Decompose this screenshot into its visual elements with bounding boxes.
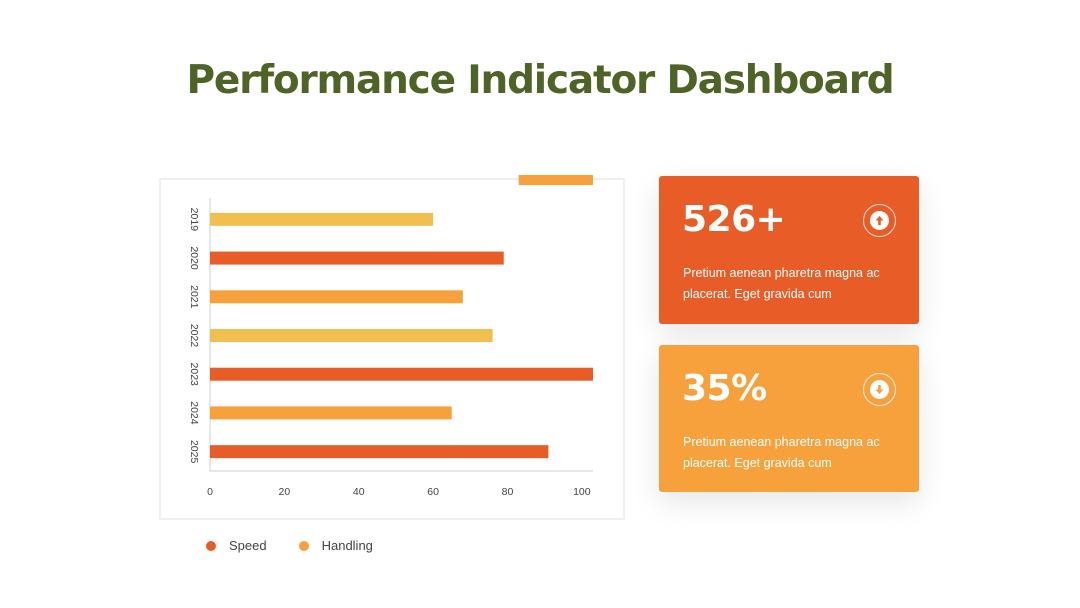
- arrow-down-icon: [863, 373, 896, 406]
- legend-item-speed: Speed: [206, 538, 267, 553]
- chart-legend: Speed Handling: [206, 538, 405, 553]
- stat-card-1-value: 526+: [682, 199, 786, 240]
- stat-card-2-value: 35%: [682, 368, 767, 409]
- stat-card-2-text: Pretium aenean pharetra magna ac placera…: [683, 435, 880, 470]
- legend-dot-handling: [298, 540, 309, 551]
- bar-chart: 2019 2020 2021 2022 2023 2024 2025 0 20 40 60 80 100: [159, 175, 625, 520]
- bar-2020: [210, 251, 504, 265]
- x-tick-label-80: 80: [502, 486, 514, 498]
- stat-card-1: 526+ Pretium aenean pharetra magna ac pl…: [659, 176, 919, 324]
- legend-label-handling: Handling: [321, 538, 373, 553]
- stat-card-2: 35% Pretium aenean pharetra magna ac pla…: [659, 345, 919, 492]
- arrow-up-icon: [863, 204, 896, 237]
- legend-label-speed: Speed: [229, 538, 267, 553]
- x-tick-label-0: 0: [207, 486, 213, 498]
- x-tick-label-100: 100: [573, 486, 591, 498]
- legend-item-handling: Handling: [298, 538, 373, 553]
- x-tick-label-60: 60: [427, 486, 439, 498]
- bar-2024: [210, 406, 452, 420]
- y-tick-label-2020: 2020: [188, 246, 200, 270]
- legend-dot-speed: [206, 540, 216, 551]
- stat-card-1-text: Pretium aenean pharetra magna ac placera…: [683, 266, 880, 301]
- bar-top-partial: [518, 175, 593, 185]
- bar-2019: [210, 212, 434, 226]
- page-title: Performance Indicator Dashboard: [186, 58, 894, 103]
- bar-2023: [210, 367, 593, 381]
- y-tick-label-2023: 2023: [188, 363, 200, 387]
- x-tick-label-20: 20: [279, 486, 291, 498]
- y-tick-label-2019: 2019: [188, 208, 200, 232]
- y-tick-label-2024: 2024: [188, 401, 200, 425]
- bar-2025: [210, 445, 549, 459]
- chart-svg: 2019 2020 2021 2022 2023 2024 2025 0 20 40 60 80 100: [188, 175, 593, 498]
- y-tick-label-2025: 2025: [188, 440, 200, 464]
- x-tick-label-40: 40: [353, 486, 365, 498]
- y-tick-label-2021: 2021: [188, 285, 200, 309]
- y-tick-label-2022: 2022: [188, 324, 200, 348]
- bar-2021: [210, 290, 463, 304]
- bar-2022: [210, 329, 493, 342]
